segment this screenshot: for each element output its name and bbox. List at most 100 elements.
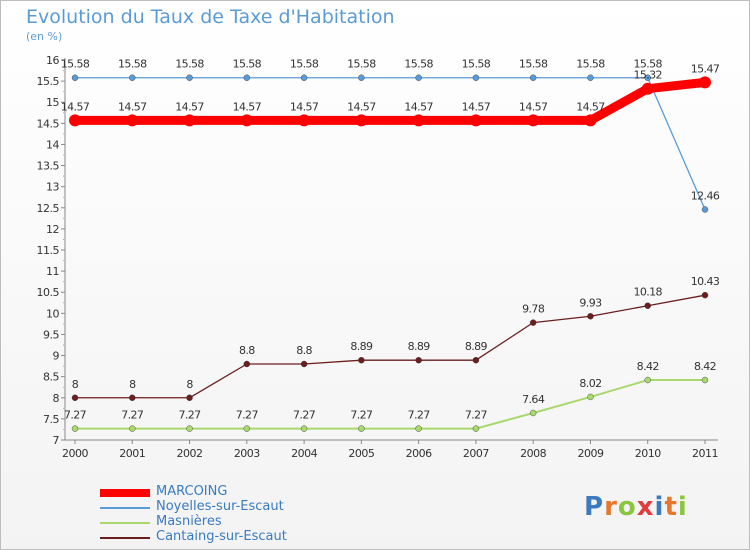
data-point-marcoing bbox=[69, 114, 81, 127]
data-label-marcoing: 15.47 bbox=[691, 62, 720, 75]
y-tick-label: 10.5 bbox=[37, 286, 60, 299]
legend-label-cantaing: Cantaing-sur-Escaut bbox=[156, 529, 287, 544]
y-tick-label: 14.5 bbox=[37, 117, 60, 130]
data-point-masnieres bbox=[71, 425, 79, 432]
data-label-masnieres: 7.27 bbox=[236, 409, 259, 422]
data-label-masnieres: 7.64 bbox=[522, 393, 545, 406]
data-label-marcoing: 14.57 bbox=[462, 100, 491, 113]
data-label-noyelles: 15.58 bbox=[519, 58, 548, 71]
legend-swatch-marcoing bbox=[100, 489, 150, 497]
y-tick-label: 7.5 bbox=[43, 413, 59, 426]
data-point-masnieres bbox=[701, 376, 709, 384]
x-tick-label: 2005 bbox=[348, 447, 374, 460]
x-tick-label: 2004 bbox=[291, 447, 317, 460]
data-point-noyelles bbox=[358, 74, 365, 81]
data-label-noyelles: 15.58 bbox=[118, 58, 147, 71]
data-point-marcoing bbox=[183, 114, 196, 127]
y-tick-label: 9.5 bbox=[43, 328, 59, 341]
data-label-noyelles: 15.58 bbox=[347, 58, 376, 71]
data-point-masnieres bbox=[472, 425, 480, 432]
data-label-marcoing: 15.32 bbox=[633, 69, 662, 82]
legend-swatch-cantaing bbox=[100, 537, 150, 539]
y-tick-label: 11.5 bbox=[37, 244, 60, 257]
legend-label-noyelles: Noyelles-sur-Escaut bbox=[156, 499, 284, 514]
data-label-masnieres: 7.27 bbox=[178, 409, 201, 422]
y-tick-label: 12 bbox=[46, 223, 59, 236]
x-tick-label: 2008 bbox=[520, 447, 546, 460]
x-tick-label: 2007 bbox=[463, 447, 489, 460]
data-label-cantaing: 10.18 bbox=[633, 286, 662, 299]
data-label-masnieres: 8.02 bbox=[579, 377, 601, 390]
data-label-masnieres: 7.27 bbox=[64, 409, 87, 422]
data-point-marcoing bbox=[126, 114, 139, 127]
data-label-cantaing: 8.8 bbox=[239, 344, 255, 357]
data-point-noyelles bbox=[186, 74, 193, 81]
data-label-cantaing: 8.89 bbox=[465, 340, 488, 353]
proxiti-logo: Proxiti bbox=[584, 492, 688, 522]
data-label-masnieres: 7.27 bbox=[293, 409, 316, 422]
data-label-noyelles: 15.58 bbox=[233, 58, 262, 71]
data-point-cantaing bbox=[529, 319, 537, 326]
data-label-noyelles: 15.58 bbox=[633, 58, 662, 71]
x-tick-label: 2006 bbox=[406, 447, 432, 460]
x-tick-label: 2009 bbox=[577, 447, 603, 460]
data-label-cantaing: 8.8 bbox=[296, 344, 312, 357]
y-tick-label: 14 bbox=[46, 138, 59, 151]
data-point-masnieres bbox=[129, 425, 136, 432]
chart-unit: (en %) bbox=[26, 30, 63, 43]
y-tick-label: 7 bbox=[53, 434, 60, 447]
data-label-marcoing: 14.57 bbox=[519, 100, 548, 113]
data-point-cantaing bbox=[587, 313, 594, 320]
data-point-noyelles bbox=[129, 74, 136, 81]
data-label-marcoing: 14.57 bbox=[233, 100, 262, 113]
data-label-cantaing: 8 bbox=[129, 378, 136, 391]
data-label-masnieres: 8.42 bbox=[694, 360, 716, 373]
x-tick-label: 2000 bbox=[62, 447, 88, 460]
data-point-masnieres bbox=[415, 425, 422, 432]
logo-letter: r bbox=[604, 492, 618, 522]
data-label-noyelles: 15.58 bbox=[175, 58, 204, 71]
data-label-cantaing: 8.89 bbox=[408, 340, 431, 353]
data-point-marcoing bbox=[699, 76, 711, 89]
legend-swatch-noyelles bbox=[100, 507, 150, 509]
data-label-cantaing: 8 bbox=[72, 378, 79, 391]
data-point-noyelles bbox=[472, 74, 480, 81]
data-point-noyelles bbox=[644, 74, 651, 81]
y-tick-label: 15.5 bbox=[37, 75, 60, 88]
y-tick-label: 15 bbox=[46, 96, 59, 109]
data-point-noyelles bbox=[529, 74, 537, 81]
data-label-noyelles: 15.58 bbox=[462, 58, 491, 71]
series-line-masnieres bbox=[74, 379, 706, 430]
data-label-noyelles: 15.58 bbox=[576, 58, 605, 71]
x-tick-label: 2003 bbox=[234, 447, 260, 460]
data-point-cantaing bbox=[186, 394, 193, 401]
data-point-marcoing bbox=[355, 114, 368, 127]
data-label-noyelles: 12.46 bbox=[691, 189, 720, 202]
logo-letter: i bbox=[677, 492, 688, 522]
data-label-noyelles: 15.58 bbox=[404, 58, 433, 71]
x-tick-label: 2010 bbox=[635, 447, 661, 460]
data-label-cantaing: 8.89 bbox=[350, 340, 373, 353]
data-point-cantaing bbox=[701, 291, 709, 299]
data-label-noyelles: 15.58 bbox=[61, 58, 90, 71]
data-label-noyelles: 15.58 bbox=[290, 58, 319, 71]
data-label-masnieres: 7.27 bbox=[408, 409, 431, 422]
y-tick-label: 11 bbox=[46, 265, 59, 278]
data-label-cantaing: 9.78 bbox=[522, 303, 545, 316]
data-label-cantaing: 9.93 bbox=[579, 296, 602, 309]
data-point-marcoing bbox=[412, 114, 425, 127]
data-point-noyelles bbox=[243, 74, 251, 81]
data-point-marcoing bbox=[469, 114, 482, 127]
logo-letter: P bbox=[584, 492, 605, 522]
data-point-cantaing bbox=[415, 357, 422, 364]
legend-label-masnieres: Masnières bbox=[156, 514, 222, 529]
y-tick-label: 16 bbox=[46, 54, 59, 67]
data-label-masnieres: 8.42 bbox=[637, 360, 659, 373]
data-label-masnieres: 7.27 bbox=[465, 409, 488, 422]
logo-letter: i bbox=[654, 492, 665, 522]
data-point-masnieres bbox=[243, 425, 251, 432]
y-tick-label: 8.5 bbox=[43, 371, 59, 384]
data-point-marcoing bbox=[584, 114, 597, 127]
